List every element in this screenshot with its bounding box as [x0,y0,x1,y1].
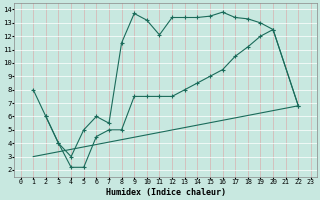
X-axis label: Humidex (Indice chaleur): Humidex (Indice chaleur) [106,188,226,197]
